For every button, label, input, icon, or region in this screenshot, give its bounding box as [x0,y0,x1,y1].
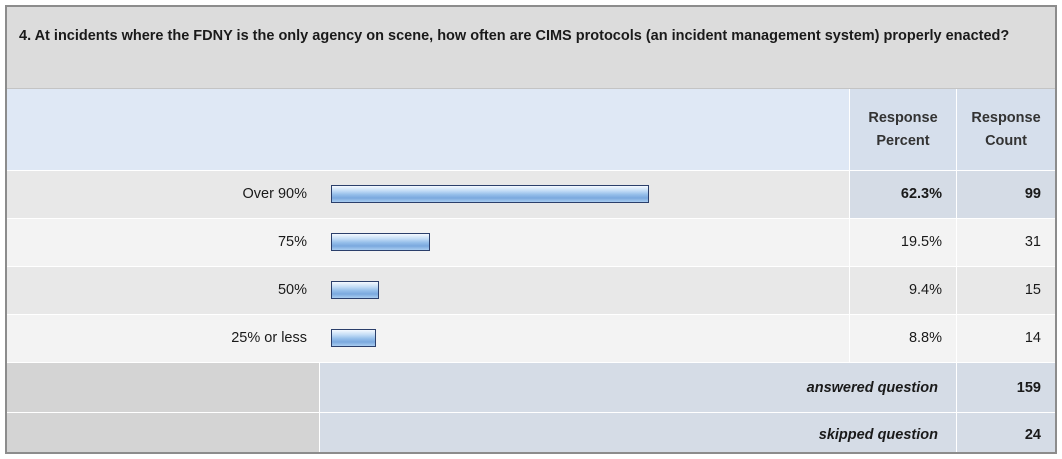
response-count: 15 [956,267,1055,314]
response-percent-header: Response Percent [849,89,956,170]
table-row: 50% 9.4% 15 [7,266,1055,314]
response-percent-header-line1: Response [868,110,938,126]
bar-zone [319,219,849,266]
summary-label: skipped question [319,413,956,452]
bar-zone [319,315,849,362]
table-row: 75% 19.5% 31 [7,218,1055,266]
survey-result-panel: 4. At incidents where the FDNY is the on… [5,5,1057,454]
skipped-question-row: skipped question 24 [7,412,1055,452]
bar-zone [319,171,849,218]
question-text: 4. At incidents where the FDNY is the on… [7,7,1055,89]
response-percent-header-line2: Percent [876,133,930,149]
bar [331,185,649,203]
summary-blank [7,413,319,452]
response-count: 14 [956,315,1055,362]
bar-zone [319,267,849,314]
response-count: 99 [956,171,1055,218]
bar [331,329,376,347]
answer-label: 25% or less [231,330,307,346]
answer-label: 50% [277,282,307,298]
response-percent: 62.3% [849,171,956,218]
summary-value: 24 [956,413,1055,452]
response-count-header: Response Count [956,89,1055,170]
response-count: 31 [956,219,1055,266]
bar [331,233,430,251]
summary-label: answered question [319,363,956,412]
answer-label: Over 90% [242,186,307,202]
summary-value: 159 [956,363,1055,412]
response-percent: 19.5% [849,219,956,266]
answered-question-row: answered question 159 [7,362,1055,412]
response-percent: 9.4% [849,267,956,314]
header-blank [7,89,849,170]
summary-blank [7,363,319,412]
bar [331,281,379,299]
table-row: Over 90% 62.3% 99 [7,170,1055,218]
table-row: 25% or less 8.8% 14 [7,314,1055,362]
response-count-header-line2: Count [985,133,1027,149]
response-percent: 8.8% [849,315,956,362]
answer-label: 75% [277,234,307,250]
response-count-header-line1: Response [971,110,1041,126]
